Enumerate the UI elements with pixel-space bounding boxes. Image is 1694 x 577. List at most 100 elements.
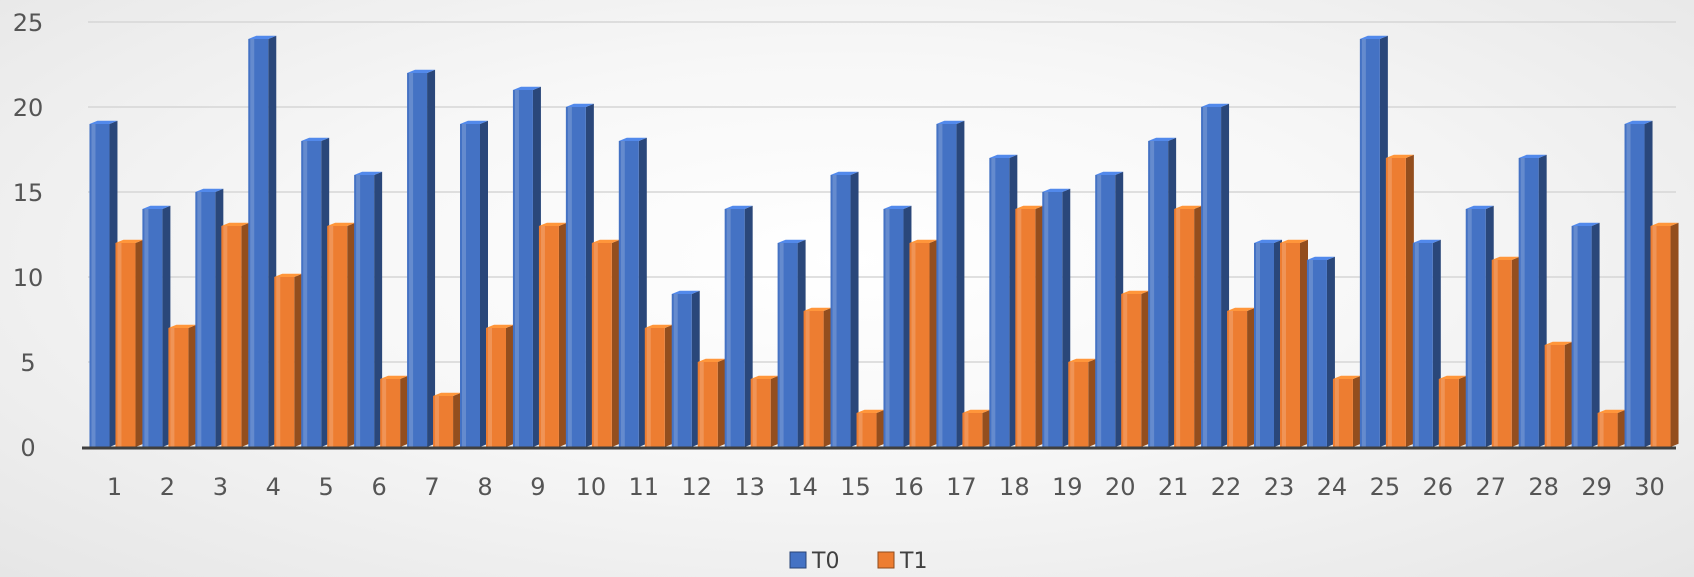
bar-t0-7 [407, 69, 436, 448]
bar-front [1332, 379, 1353, 447]
bar-t0-8 [460, 120, 488, 448]
bar-t1-19 [1068, 358, 1097, 447]
bar-front [1385, 158, 1406, 447]
bar-highlight [276, 277, 281, 447]
bar-top [1254, 239, 1282, 243]
x-tick-label: 3 [213, 473, 228, 501]
bar-front [142, 209, 163, 447]
bar-highlight [699, 362, 704, 447]
bar-side [1088, 358, 1097, 447]
bar-front [830, 175, 851, 447]
bar-t1-16 [909, 239, 938, 447]
bar-front [1491, 260, 1512, 447]
y-tick-label: 5 [20, 349, 35, 377]
bar-side [1352, 375, 1361, 447]
bar-t0-14 [777, 239, 806, 447]
bar-t0-13 [724, 205, 753, 447]
bar-t1-17 [962, 409, 991, 447]
bar-front [697, 362, 718, 447]
bar-front [1597, 413, 1618, 447]
x-tick-label: 14 [787, 473, 818, 501]
bar-top [115, 239, 144, 243]
x-tick-label: 20 [1105, 473, 1136, 501]
bar-highlight [1308, 260, 1313, 447]
bar-side [876, 409, 885, 447]
bar-top [936, 120, 965, 124]
bar-t0-2 [142, 205, 171, 447]
bar-top [89, 120, 118, 124]
x-tick-label: 26 [1423, 473, 1454, 501]
bar-t1-22 [1227, 307, 1256, 447]
bar-top [1518, 154, 1547, 158]
y-tick-label: 0 [20, 434, 35, 462]
bar-t0-30 [1624, 120, 1653, 448]
bars [89, 35, 1679, 448]
x-tick-label: 23 [1264, 473, 1295, 501]
bar-front [1624, 124, 1645, 447]
bar-highlight [964, 413, 969, 447]
bar-t0-28 [1518, 154, 1547, 448]
bar-t0-17 [936, 120, 965, 448]
bar-highlight [462, 124, 466, 447]
bar-t0-16 [883, 205, 912, 447]
bar-highlight [752, 379, 757, 447]
bar-t1-28 [1544, 341, 1573, 447]
bar-highlight [805, 311, 810, 447]
bar-highlight [1203, 107, 1208, 447]
bar-t0-23 [1254, 239, 1282, 447]
bar-t1-2 [168, 324, 197, 447]
bar-t1-7 [433, 392, 462, 447]
bar-top [1544, 341, 1573, 345]
bar-front [644, 328, 665, 447]
bar-side [506, 324, 514, 447]
bar-front [1174, 209, 1195, 447]
bar-side [241, 222, 250, 447]
bar-top [433, 392, 462, 396]
bar-front [354, 175, 375, 447]
bar-side [1035, 205, 1044, 447]
bar-front [1306, 260, 1327, 447]
x-tick-label: 2 [160, 473, 175, 501]
bar-top [1042, 188, 1071, 192]
x-tick-label: 21 [1158, 473, 1189, 501]
bar-highlight [938, 124, 943, 447]
bar-front [1465, 209, 1486, 447]
bar-side [929, 239, 938, 447]
x-tick-label: 5 [319, 473, 334, 501]
bar-top [565, 103, 594, 107]
bar-t1-8 [486, 324, 514, 447]
legend-swatch-t0 [789, 551, 807, 569]
bar-highlight [1467, 209, 1472, 447]
bar-top [618, 137, 647, 141]
bar-highlight [303, 141, 308, 447]
bar-highlight [1070, 362, 1075, 447]
bar-highlight [1414, 243, 1419, 447]
bar-front [407, 73, 428, 447]
bar-side [1141, 290, 1150, 447]
bar-front [777, 243, 798, 447]
bar-top [1015, 205, 1044, 209]
bar-front [1544, 345, 1565, 447]
bar-side [1194, 205, 1203, 447]
bar-t0-26 [1412, 239, 1441, 447]
x-tick-label: 16 [893, 473, 924, 501]
bar-top [486, 324, 514, 328]
bar-highlight [356, 175, 361, 447]
bar-top [460, 120, 488, 124]
bar-t0-4 [248, 35, 277, 448]
bar-front [512, 90, 533, 447]
bar-t0-10 [565, 103, 594, 448]
bar-t0-22 [1201, 103, 1230, 448]
bar-side [188, 324, 197, 447]
x-tick-label: 18 [999, 473, 1030, 501]
bar-top [989, 154, 1018, 158]
bar-highlight [1599, 413, 1604, 447]
x-tick-label: 9 [530, 473, 545, 501]
bar-front [1359, 39, 1380, 447]
bar-top [1597, 409, 1626, 413]
bar-top [1227, 307, 1256, 311]
bar-t0-6 [354, 171, 383, 448]
bar-t1-4 [274, 273, 303, 447]
bar-top [1306, 256, 1335, 260]
